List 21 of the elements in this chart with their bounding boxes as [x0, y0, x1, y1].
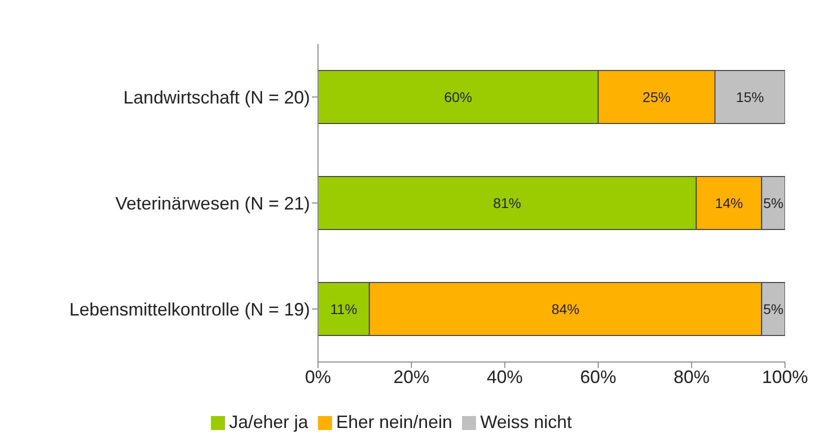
data-label: 15% [736, 88, 764, 105]
data-label: 11% [330, 300, 358, 317]
data-label: 25% [642, 88, 671, 105]
y-tick-label: Lebensmittelkontrolle (N = 19) [69, 299, 310, 320]
legend-label: Ja/eher ja [229, 412, 308, 432]
data-label: 5% [763, 194, 784, 211]
legend-label: Eher nein/nein [336, 412, 452, 432]
x-tick-label: 40% [486, 366, 523, 387]
x-tick-label: 80% [674, 366, 710, 387]
x-tick-label: 100% [762, 366, 808, 387]
x-tick-label: 20% [393, 366, 430, 387]
legend-label: Weiss nicht [480, 412, 572, 432]
data-label: 14% [714, 194, 743, 211]
x-tick-label: 60% [580, 366, 616, 387]
y-tick-label: Veterinärwesen (N = 21) [115, 193, 310, 214]
y-tick-label: Landwirtschaft (N = 20) [123, 87, 310, 108]
data-label: 5% [763, 300, 784, 317]
data-label: 81% [493, 194, 522, 211]
x-tick-label: 0% [304, 366, 332, 387]
data-label: 60% [444, 88, 472, 105]
data-label: 84% [551, 300, 580, 317]
